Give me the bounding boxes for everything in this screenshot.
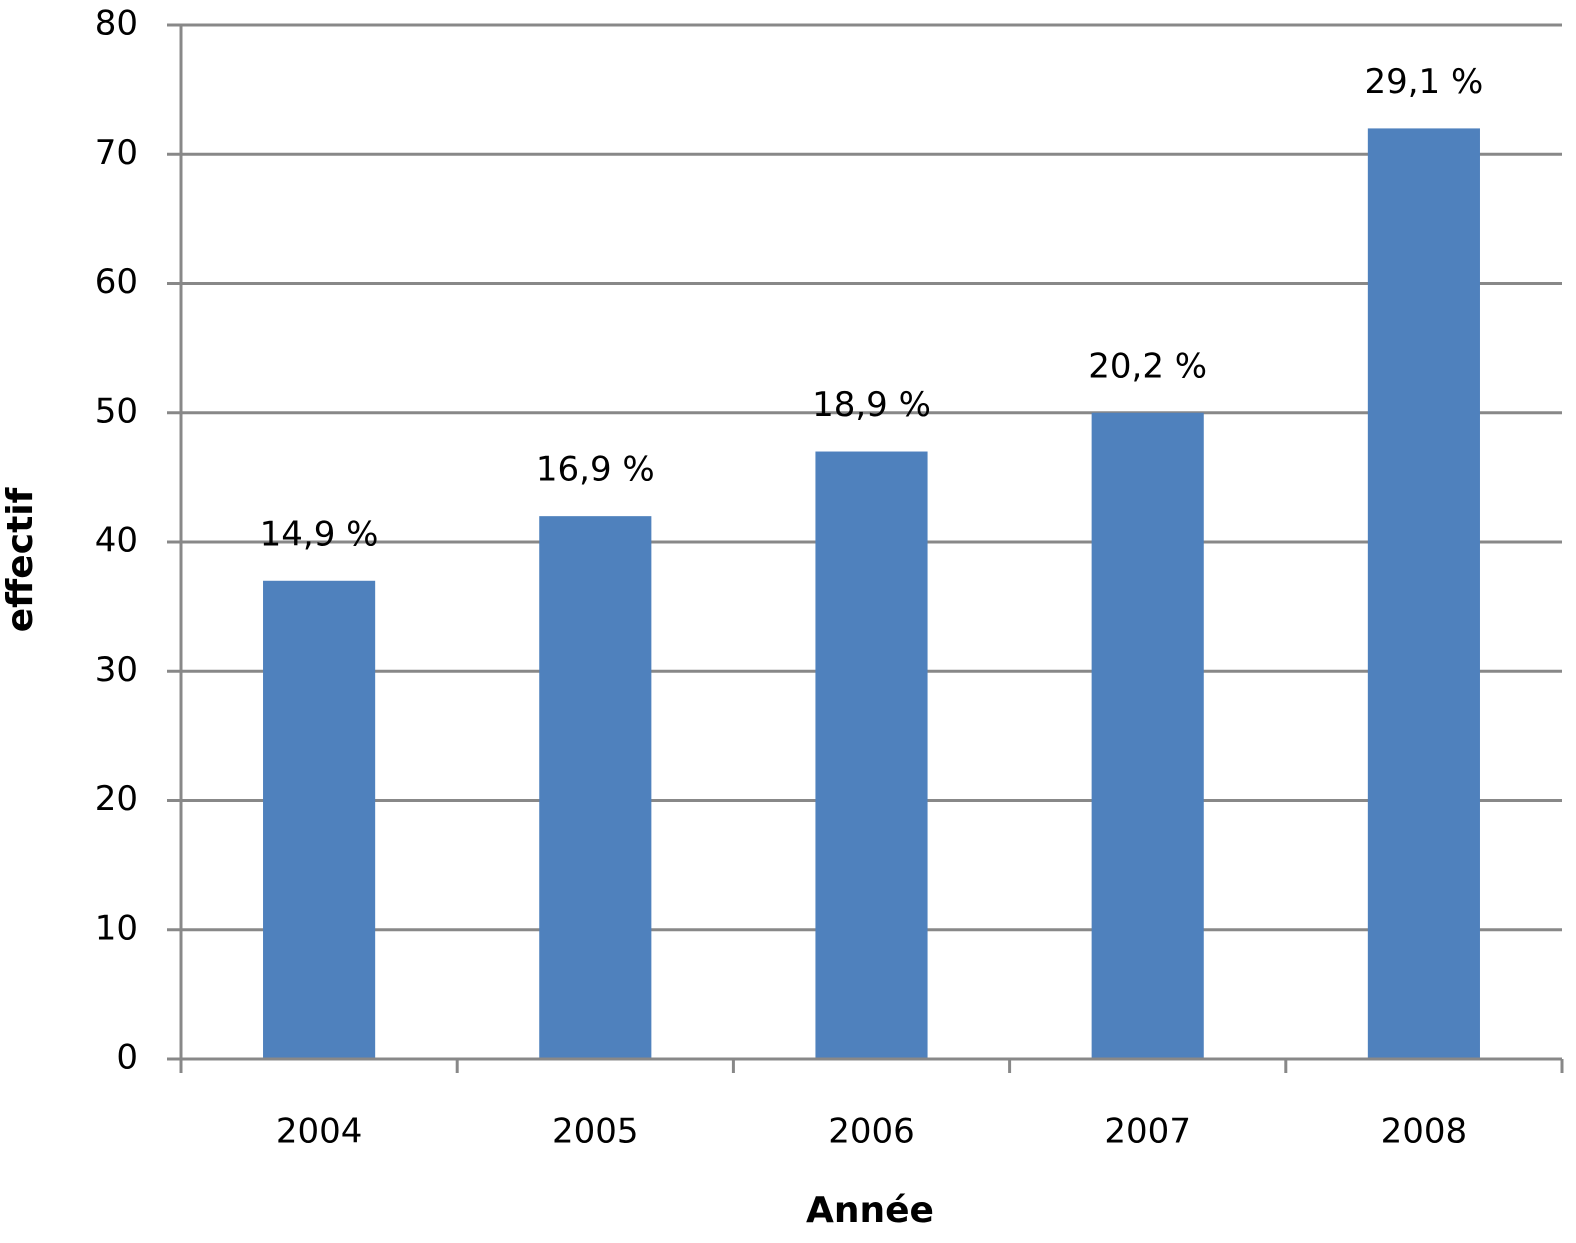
x-tick-label: 2006 — [828, 1112, 915, 1152]
y-tick-label: 50 — [95, 391, 138, 431]
y-tick-label: 20 — [95, 779, 138, 819]
x-axis-title: Année — [806, 1190, 934, 1231]
x-tick-label: 2005 — [552, 1112, 639, 1152]
bar — [263, 580, 376, 1059]
x-tick-label: 2007 — [1104, 1112, 1191, 1152]
bar-annotation: 14,9 % — [260, 514, 379, 554]
bar — [815, 451, 928, 1059]
x-tick-label: 2004 — [276, 1112, 363, 1152]
y-tick-label: 10 — [95, 908, 138, 948]
y-tick-label: 80 — [95, 4, 138, 44]
y-axis-title: effectif — [0, 487, 41, 632]
bar-annotation: 18,9 % — [812, 385, 931, 425]
bar — [1367, 128, 1480, 1059]
x-tick-label: 2008 — [1381, 1112, 1468, 1152]
y-tick-label: 70 — [95, 133, 138, 173]
bar-annotation: 20,2 % — [1088, 346, 1207, 386]
bar — [1091, 412, 1204, 1059]
y-tick-label: 40 — [95, 521, 138, 561]
bar — [539, 516, 652, 1059]
bar-annotation: 29,1 % — [1364, 62, 1483, 102]
bar-annotation: 16,9 % — [536, 450, 655, 490]
y-tick-label: 0 — [116, 1038, 138, 1078]
y-tick-label: 30 — [95, 650, 138, 690]
y-tick-label: 60 — [95, 262, 138, 302]
